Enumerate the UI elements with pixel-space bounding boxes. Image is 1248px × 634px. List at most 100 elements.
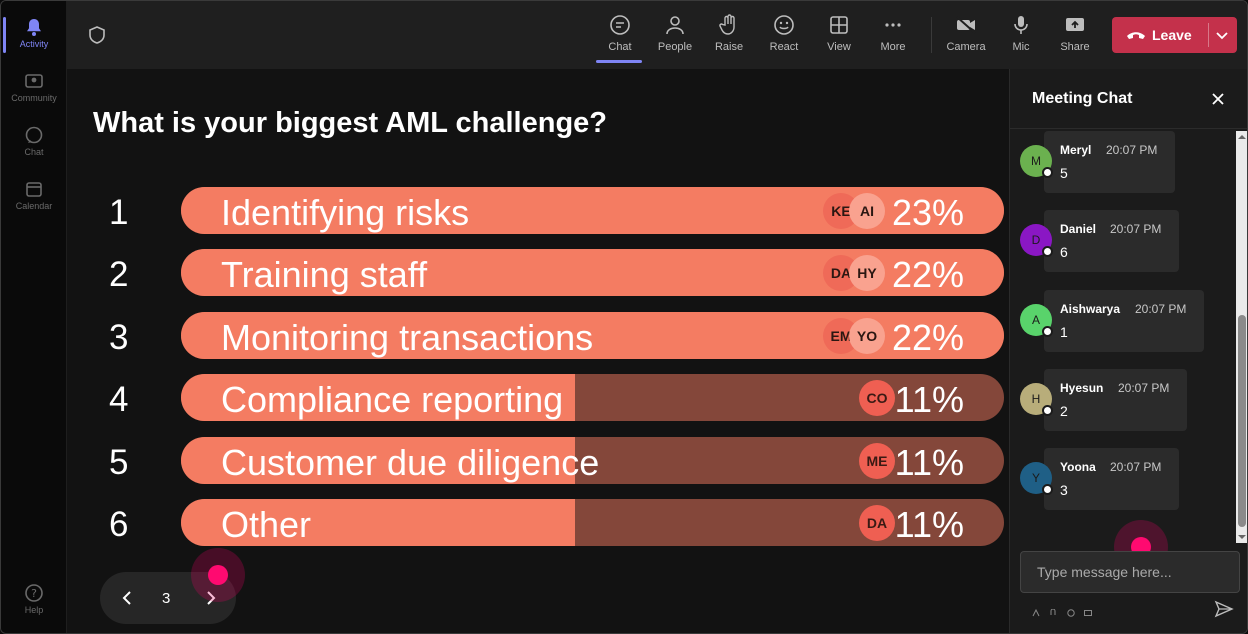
option-number: 5 — [109, 443, 129, 482]
chat-message-list[interactable]: Meryl 20:07 PM 5 M Daniel 20:07 PM 6 D A… — [1010, 129, 1247, 544]
rail-item-help[interactable]: ? Help — [1, 577, 67, 627]
view-button[interactable]: View — [813, 9, 865, 61]
poll-option[interactable]: 6 Other DA 11% — [67, 499, 1009, 547]
emoji-icon[interactable] — [1067, 604, 1075, 617]
sender-name: Meryl — [1060, 143, 1092, 157]
option-percent: 23% — [891, 192, 964, 233]
chat-scrollbar[interactable] — [1236, 131, 1247, 543]
microphone-icon — [1014, 16, 1028, 34]
react-button[interactable]: React — [758, 9, 810, 61]
option-bar: Compliance reporting CO 11% — [181, 374, 1004, 421]
avatar: Y — [1020, 462, 1053, 495]
status-dot — [1042, 484, 1053, 495]
sender-name: Hyesun — [1060, 381, 1104, 395]
send-icon[interactable] — [1214, 599, 1234, 619]
voter-avatar: AI — [849, 193, 885, 229]
avatar: A — [1020, 304, 1053, 337]
message-compose-box[interactable] — [1020, 551, 1240, 593]
message-time: 20:07 PM — [1135, 302, 1187, 316]
camera-button-label: Camera — [946, 41, 986, 53]
poll-option[interactable]: 4 Compliance reporting CO 11% — [67, 374, 1009, 422]
option-bar: Training staff DA HY 22% — [181, 249, 1004, 296]
avatar: M — [1020, 145, 1053, 178]
chat-title: Meeting Chat — [1032, 90, 1133, 107]
react-button-label: React — [769, 41, 799, 53]
poll-question: What is your biggest AML challenge? — [93, 107, 607, 139]
attach-icon[interactable] — [1049, 604, 1057, 615]
option-number: 2 — [109, 255, 129, 294]
more-button-label: More — [880, 41, 906, 53]
chevron-right-icon[interactable] — [200, 588, 220, 608]
chat-message: Aishwarya 20:07 PM 1 A — [1010, 290, 1230, 352]
bell-icon — [27, 19, 41, 36]
option-label: Compliance reporting — [221, 379, 564, 420]
option-label: Other — [221, 504, 312, 545]
chat-message: Hyesun 20:07 PM 2 H — [1010, 369, 1230, 431]
avatar: D — [1020, 224, 1053, 257]
option-bar: Other DA 11% — [181, 499, 1004, 546]
camera-button[interactable]: Camera — [940, 9, 992, 61]
avatar-initial: Y — [1031, 471, 1040, 485]
raise-button-label: Raise — [714, 41, 744, 53]
scrollbar-thumb[interactable] — [1238, 315, 1246, 527]
poll-option[interactable]: 1 Identifying risks KE AI 23% — [67, 187, 1009, 235]
pointer-indicator — [191, 548, 245, 602]
avatar-initial: D — [1031, 233, 1041, 247]
rail-item-activity[interactable]: Activity — [1, 11, 67, 61]
rail-item-community[interactable]: Community — [1, 65, 67, 115]
raise-hand-button[interactable]: Raise — [703, 9, 755, 61]
option-number: 3 — [109, 318, 129, 357]
people-button-label: People — [657, 41, 693, 53]
message-bubble: Daniel 20:07 PM 6 — [1044, 210, 1179, 272]
poll-option[interactable]: 3 Monitoring transactions EM YO 22% — [67, 312, 1009, 360]
gif-icon[interactable] — [1084, 604, 1093, 616]
message-text: 6 — [1060, 244, 1068, 260]
voter-avatar: YO — [849, 318, 885, 354]
voter-avatar: HY — [849, 255, 885, 291]
rail-item-label: Calendar — [15, 201, 53, 211]
poll-option[interactable]: 5 Customer due diligence ME 11% — [67, 437, 1009, 485]
mic-button[interactable]: Mic — [995, 9, 1047, 61]
chat-button-label: Chat — [608, 41, 632, 53]
avatar-initial: H — [1031, 392, 1041, 406]
option-bar-fill — [181, 437, 575, 484]
people-icon — [666, 16, 684, 35]
rail-item-calendar[interactable]: Calendar — [1, 173, 67, 223]
option-number: 4 — [109, 380, 129, 419]
format-icon[interactable] — [1032, 604, 1040, 617]
option-label: Monitoring transactions — [221, 317, 594, 358]
more-button[interactable]: More — [867, 9, 919, 61]
share-button[interactable]: Share — [1049, 9, 1101, 61]
avatar: H — [1020, 383, 1053, 416]
svg-text:?: ? — [31, 587, 37, 600]
status-dot — [1042, 246, 1053, 257]
option-percent: 11% — [894, 442, 964, 483]
option-bar-fill — [181, 499, 575, 546]
leave-button[interactable]: Leave — [1112, 17, 1237, 53]
message-input[interactable] — [1021, 552, 1239, 592]
chevron-down-icon[interactable] — [1214, 27, 1230, 43]
chat-icon — [610, 15, 630, 35]
rail-item-label: Chat — [24, 147, 44, 157]
sender-name: Yoona — [1060, 460, 1096, 474]
left-rail: Activity Community Chat Calendar ? Help — [1, 1, 67, 633]
option-label: Customer due diligence — [221, 442, 600, 483]
message-bubble: Yoona 20:07 PM 3 — [1044, 448, 1179, 510]
chevron-left-icon[interactable] — [118, 588, 138, 608]
grid-icon — [830, 16, 848, 34]
shield-icon[interactable] — [87, 25, 107, 45]
chat-header: Meeting Chat — [1010, 69, 1247, 129]
poll-option[interactable]: 2 Training staff DA HY 22% — [67, 249, 1009, 297]
option-label: Identifying risks — [221, 192, 470, 233]
mic-button-label: Mic — [1012, 41, 1030, 53]
scroll-down-icon[interactable] — [1238, 533, 1246, 541]
chat-message: Meryl 20:07 PM 5 M — [1010, 131, 1230, 193]
page-number: 3 — [162, 590, 171, 607]
people-button[interactable]: People — [649, 9, 701, 61]
option-bar: Customer due diligence ME 11% — [181, 437, 1004, 484]
phone-hangup-icon — [1127, 32, 1145, 39]
chat-button[interactable]: Chat — [594, 9, 646, 63]
scroll-up-icon[interactable] — [1238, 133, 1246, 141]
close-icon[interactable] — [1210, 91, 1226, 107]
rail-item-chat[interactable]: Chat — [1, 119, 67, 169]
